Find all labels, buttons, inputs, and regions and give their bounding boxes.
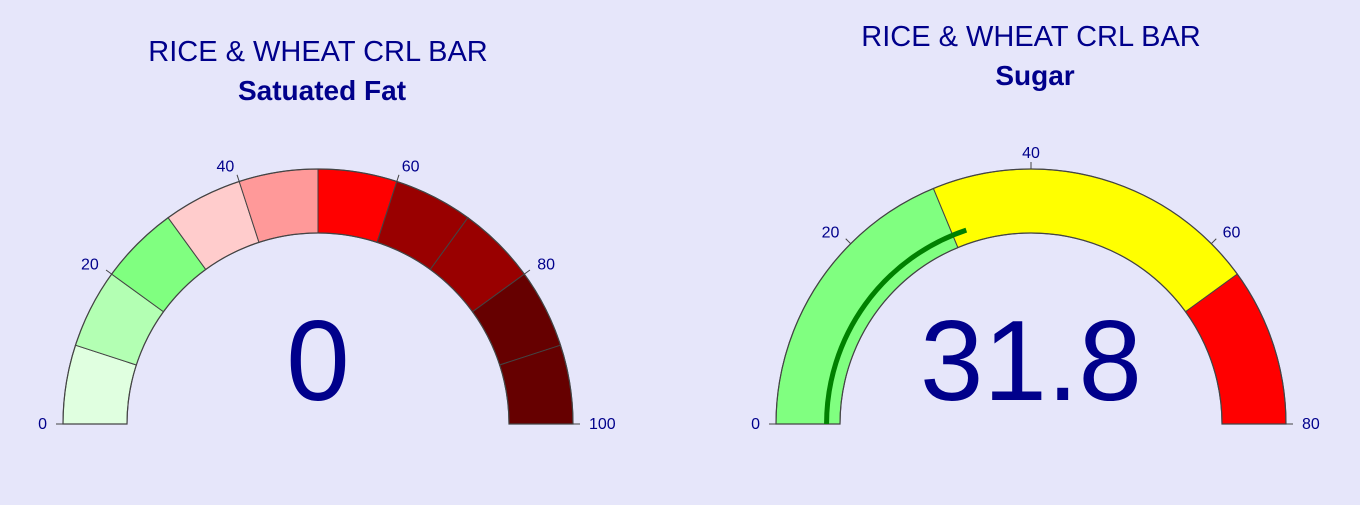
gauge-tick-3 [1210,238,1217,245]
gauge-tick-label: 60 [402,158,420,175]
gauge-tick-label: 20 [81,257,99,274]
gauge-tick-label: 60 [1223,224,1241,241]
gauge-ticks: 0 20 40 60 80 100 [38,158,616,433]
gauge-subtitle: Sugar [995,60,1074,91]
gauge-tick-label: 0 [38,416,47,433]
gauge-tick-3 [396,174,400,182]
gauge-tick-label: 100 [589,416,616,433]
gauge-tick-label: 80 [1302,416,1320,433]
gauge-value: 31.8 [920,298,1142,425]
gauge-outline [62,168,574,425]
gauge-tick-label: 20 [822,224,840,241]
gauge-subtitle: Satuated Fat [238,75,406,106]
gauge-sugar: RICE & WHEAT CRL BAR Sugar 0 20 40 60 80 31.… [751,21,1320,433]
gauge-tick-label: 40 [1022,145,1040,162]
gauge-tick-label: 40 [216,158,234,175]
gauge-steps [62,168,574,425]
gauge-title: RICE & WHEAT CRL BAR [861,21,1200,53]
gauge-tick-4 [524,269,531,275]
gauge-value-bar [824,227,968,425]
gauge-value-bar-group [824,227,968,425]
gauge-tick-2 [236,174,240,182]
gauge-tick-1 [845,238,852,245]
gauge-value: 0 [286,298,349,425]
gauge-tick-1 [105,269,112,275]
gauge-title: RICE & WHEAT CRL BAR [148,36,487,68]
gauge-tick-label: 80 [537,257,555,274]
gauge-saturated-fat: RICE & WHEAT CRL BAR Satuated Fat 0 20 40 6… [38,36,616,433]
gauge-outline [775,168,1287,425]
gauge-ticks: 0 20 40 60 80 [751,145,1320,433]
gauge-tick-label: 0 [751,416,760,433]
